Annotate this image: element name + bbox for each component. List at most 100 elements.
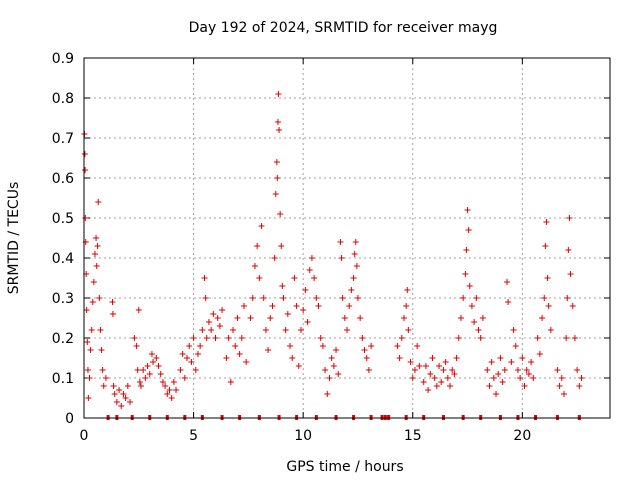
data-point [521,383,528,389]
data-point [313,295,320,301]
chart-title: Day 192 of 2024, SRMTID for receiver may… [189,20,498,36]
data-point [243,359,250,365]
data-point [319,343,326,349]
data-point [267,315,274,321]
data-point [484,367,491,373]
data-point [501,367,508,373]
data-point [295,363,302,369]
data-point [554,367,561,373]
data-point [83,307,90,313]
data-point [150,359,157,365]
y-tick-label: 0.1 [52,371,74,387]
data-point [81,151,88,157]
data-point [335,371,342,377]
data-point [420,379,427,385]
data-point [339,295,346,301]
data-point [352,239,359,245]
data-point [460,295,467,301]
data-point [274,119,281,125]
data-point [525,371,532,377]
data-point [490,375,497,381]
data-point [102,375,109,381]
data-point [322,367,329,373]
data-point [308,255,315,261]
data-point [465,227,472,233]
data-point [306,267,313,273]
data-point [124,383,131,389]
data-point [179,351,186,357]
data-point [409,375,416,381]
y-tick-label: 0.2 [52,331,74,347]
data-point [110,383,117,389]
data-point [86,375,93,381]
y-tick-label: 0.8 [52,91,74,107]
y-tick-label: 0.9 [52,51,74,67]
data-point [146,371,153,377]
data-point [133,343,140,349]
data-point [202,295,209,301]
data-point [354,295,361,301]
data-point [541,295,548,301]
data-point [400,315,407,321]
data-point [438,379,445,385]
data-point [505,299,512,305]
data-point [277,211,284,217]
data-point [162,383,169,389]
data-point [337,239,344,245]
data-point [479,315,486,321]
data-point [159,379,166,385]
data-point [457,315,464,321]
data-point [534,335,541,341]
data-point [368,343,375,349]
y-axis-ticks: 0 0.1 0.2 0.3 0.4 0.5 0.6 0.7 0.8 0.9 [52,51,610,427]
data-point [98,347,105,353]
data-point [216,323,223,329]
data-point [350,275,357,281]
x-tick-label: 0 [80,428,89,444]
data-point [574,367,581,373]
data-point [359,335,366,341]
data-point [503,279,510,285]
data-point [153,355,160,361]
data-point [569,303,576,309]
data-point [333,347,340,353]
data-point [87,347,94,353]
data-point [276,127,283,133]
y-tick-label: 0 [65,411,74,427]
data-point [240,303,247,309]
data-point [136,379,143,385]
data-point [363,355,370,361]
data-point [184,355,191,361]
data-point [302,287,309,293]
data-point [134,367,141,373]
data-point [194,351,201,357]
y-axis-label: SRMTID / TECUs [6,182,22,295]
data-point [232,343,239,349]
y-tick-label: 0.6 [52,171,74,187]
data-point [116,387,123,393]
data-point [440,367,447,373]
data-point [271,255,278,261]
data-point [449,367,456,373]
y-tick-label: 0.5 [52,211,74,227]
data-point [122,395,129,401]
data-point [260,295,267,301]
data-point [447,383,454,389]
data-point [82,215,89,221]
data-point [514,367,521,373]
data-point [205,319,212,325]
data-point [414,343,421,349]
data-point [170,379,177,385]
data-point [258,223,265,229]
data-point [234,315,241,321]
y-tick-label: 0.4 [52,251,74,267]
data-point [394,343,401,349]
data-point [422,363,429,369]
data-point [300,307,307,313]
plot-frame [83,57,611,419]
data-point [324,391,331,397]
data-point [468,303,475,309]
data-point [544,275,551,281]
data-point [545,303,552,309]
data-point [536,351,543,357]
